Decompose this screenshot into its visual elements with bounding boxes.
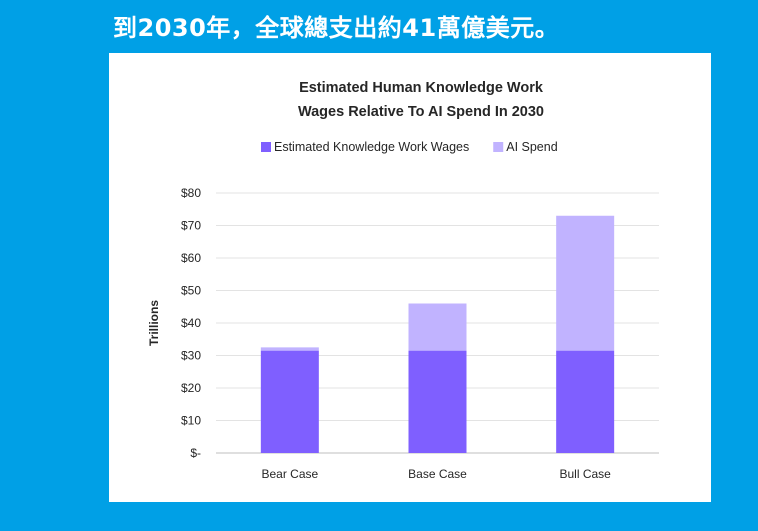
bars xyxy=(260,215,615,453)
y-tick-label: $- xyxy=(190,446,201,460)
y-tick-label: $30 xyxy=(181,349,201,363)
x-axis-ticks: Bear Case Base Case Bull Case xyxy=(261,467,611,481)
legend-label: Estimated Knowledge Work Wages xyxy=(274,140,469,154)
x-tick-label: Base Case xyxy=(408,467,467,481)
legend-swatch xyxy=(261,142,271,152)
x-tick-label: Bear Case xyxy=(261,467,318,481)
stacked-bar-chart: Estimated Human Knowledge Work Wages Rel… xyxy=(147,80,659,481)
headline: 到2030年，全球總支出約41萬億美元。 xyxy=(113,14,560,42)
bar-segment-wages xyxy=(408,350,467,453)
y-tick-label: $80 xyxy=(181,186,201,200)
y-axis-ticks: $- $10 $20 $30 $40 $50 $60 $70 $80 xyxy=(181,186,201,460)
bar-segment-ai-spend xyxy=(408,303,467,351)
y-tick-label: $60 xyxy=(181,251,201,265)
y-tick-label: $20 xyxy=(181,381,201,395)
y-tick-label: $10 xyxy=(181,414,201,428)
y-axis-label: Trillions xyxy=(147,300,161,346)
legend-swatch xyxy=(493,142,504,152)
x-tick-label: Bull Case xyxy=(559,467,611,481)
chart-title-line-2: Wages Relative To AI Spend In 2030 xyxy=(298,104,544,120)
chart-panel: Estimated Human Knowledge Work Wages Rel… xyxy=(109,53,711,502)
bar-segment-ai-spend xyxy=(556,215,615,351)
y-tick-label: $50 xyxy=(181,284,201,298)
bar-segment-wages xyxy=(260,350,319,453)
y-tick-label: $40 xyxy=(181,316,201,330)
bar-segment-wages xyxy=(556,350,615,453)
bar-segment-ai-spend xyxy=(260,347,319,351)
legend: Estimated Knowledge Work Wages AI Spend xyxy=(261,140,558,154)
legend-label: AI Spend xyxy=(506,140,557,154)
chart-title-line-1: Estimated Human Knowledge Work xyxy=(299,80,544,96)
y-tick-label: $70 xyxy=(181,219,201,233)
